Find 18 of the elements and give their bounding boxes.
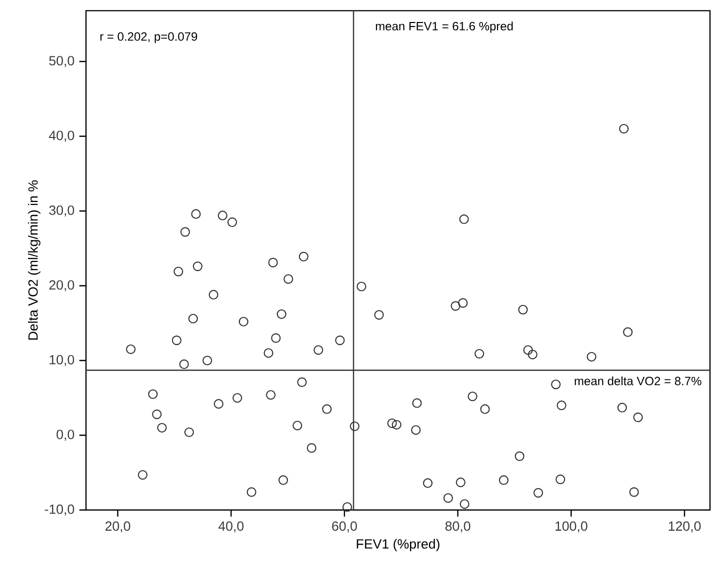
y-tick-label: 20,0 xyxy=(49,280,74,292)
x-tick-label: 100,0 xyxy=(555,521,588,532)
x-tick-label: 120,0 xyxy=(668,521,701,532)
y-tick-label: -10,0 xyxy=(44,504,74,516)
y-tick-label: 40,0 xyxy=(48,130,74,142)
ref-line-label: mean delta VO2 = 8.7% xyxy=(574,376,702,386)
x-tick-label: 60,0 xyxy=(332,521,357,532)
x-axis-title: FEV1 (%pred) xyxy=(356,538,440,552)
y-tick-label: 30,0 xyxy=(49,205,74,217)
y-tick-label: 50,0 xyxy=(49,56,74,68)
ref-line-label: mean FEV1 = 61.6 %pred xyxy=(376,22,513,33)
x-tick-label: 20,0 xyxy=(105,521,130,532)
x-tick-label: 40,0 xyxy=(218,521,244,532)
y-axis-title: Delta VO2 (ml/kg/min) in % xyxy=(28,180,40,340)
y-tick-label: 0,0 xyxy=(56,430,74,441)
y-tick-label: 10,0 xyxy=(50,354,74,366)
annotation: r = 0.202, p=0.079 xyxy=(100,32,198,44)
x-tick-label: 80,0 xyxy=(445,521,470,532)
